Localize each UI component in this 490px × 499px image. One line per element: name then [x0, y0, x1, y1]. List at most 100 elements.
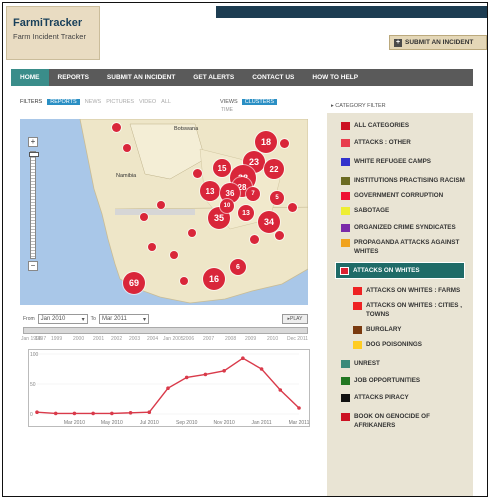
category-item[interactable]: ATTACKS : OTHER [327, 138, 473, 147]
timeline-year: 2001 [93, 336, 105, 342]
category-item[interactable]: BURGLARY [327, 325, 473, 334]
nav-reports[interactable]: REPORTS [57, 74, 89, 81]
incident-marker[interactable] [193, 169, 202, 178]
cluster-marker[interactable]: 15 [213, 159, 231, 177]
category-item[interactable]: UNREST [327, 359, 473, 368]
chart-y-tick-label: 0 [30, 412, 33, 418]
category-color-swatch [341, 138, 350, 147]
from-date-select[interactable]: Jan 2010 ▾ [37, 314, 88, 324]
chart-point [166, 386, 170, 390]
nav-contact-us[interactable]: CONTACT US [252, 74, 295, 81]
cluster-marker[interactable]: 6 [230, 259, 246, 275]
incident-marker[interactable] [170, 251, 178, 259]
cluster-marker[interactable]: 34 [258, 211, 280, 233]
zoom-thumb[interactable] [29, 152, 39, 157]
nav-home[interactable]: HOME [11, 69, 49, 86]
category-label: SABOTAGE [354, 207, 390, 214]
incident-marker[interactable] [157, 201, 165, 209]
filter-video[interactable]: VIDEO [139, 99, 157, 105]
incidents-chart: 0 50 100 Mar 2010 May 2010 Jul 2010 Sep 2010 No… [28, 349, 310, 427]
category-item[interactable]: INSTITUTIONS PRACTISING RACISM [327, 176, 473, 185]
incident-marker[interactable] [112, 123, 121, 132]
play-icon: ▸ [287, 316, 291, 322]
chart-point [147, 410, 152, 414]
cluster-marker[interactable]: 13 [238, 205, 254, 221]
category-item[interactable]: ATTACKS PIRACY [327, 393, 473, 402]
category-label: PROPAGANDA ATTACKS AGAINST WHITES [354, 239, 460, 255]
filter-reports[interactable]: REPORTS [47, 99, 80, 105]
cluster-marker[interactable]: 69 [123, 272, 145, 294]
cluster-marker[interactable]: 22 [264, 159, 284, 179]
category-item[interactable]: WHITE REFUGEE CAMPS [327, 157, 473, 166]
to-date-value: Mar 2011 [101, 316, 127, 322]
category-color-swatch [341, 223, 350, 232]
cluster-marker[interactable]: 36 [220, 183, 240, 203]
nav-how-to-help[interactable]: HOW TO HELP [312, 74, 359, 81]
category-item[interactable]: ALL CATEGORIES [327, 121, 473, 130]
category-label: DOG POISONINGS [366, 341, 422, 348]
zoom-in-button[interactable]: + [28, 137, 38, 147]
chart-point [53, 411, 58, 416]
category-label: UNREST [354, 360, 380, 367]
cluster-marker[interactable]: 7 [246, 187, 260, 201]
site-logo[interactable]: FarmiTracker Farm Incident Tracker [6, 6, 100, 60]
play-button[interactable]: ▸ PLAY [282, 314, 308, 324]
category-label: WHITE REFUGEE CAMPS [354, 158, 431, 165]
nav-get-alerts[interactable]: GET ALERTS [193, 74, 235, 81]
category-filter-header: ▸ CATEGORY FILTER [327, 99, 473, 113]
chart-x-tick-label: Jul 2010 [140, 420, 159, 426]
category-item[interactable]: ATTACKS ON WHITES : FARMS [327, 286, 473, 295]
category-item[interactable]: DOG POISONINGS [327, 340, 473, 349]
category-item[interactable]: ATTACKS ON WHITES : CITIES , TOWNS [327, 301, 473, 319]
category-label: ATTACKS ON WHITES : FARMS [366, 287, 461, 294]
category-item[interactable]: ORGANIZED CRIME SYNDICATES [327, 223, 473, 232]
chart-point [297, 406, 301, 410]
chart-point [184, 375, 189, 380]
incident-marker[interactable] [250, 235, 259, 244]
category-item[interactable]: JOB OPPORTUNITIES [327, 376, 473, 385]
chart-point [203, 372, 208, 377]
zoom-track[interactable] [29, 151, 39, 259]
incident-marker[interactable] [148, 243, 156, 251]
nav-submit-incident[interactable]: SUBMIT AN INCIDENT [106, 74, 176, 81]
filter-pictures[interactable]: PICTURES [106, 99, 135, 105]
category-color-swatch [353, 286, 362, 295]
filter-news[interactable]: NEWS [84, 99, 102, 105]
category-color-swatch [353, 340, 362, 349]
view-time[interactable]: TIME [221, 107, 233, 113]
incident-marker[interactable] [188, 229, 196, 237]
cluster-marker[interactable]: 13 [200, 181, 220, 201]
category-item[interactable]: SABOTAGE [327, 206, 473, 215]
incident-marker[interactable] [275, 231, 284, 240]
cluster-marker[interactable]: 5 [270, 191, 284, 205]
category-color-swatch [353, 301, 362, 310]
incident-map[interactable]: Botswana Namibia + − 18 23 22 15 38 28 1… [20, 119, 308, 305]
incident-marker[interactable] [288, 203, 297, 212]
chart-point [72, 411, 77, 416]
filter-all[interactable]: ALL [161, 99, 171, 105]
zoom-out-button[interactable]: − [28, 261, 38, 271]
timeline-year: 2007 [203, 336, 215, 342]
timeline-slider[interactable] [23, 327, 308, 334]
cluster-marker[interactable]: 16 [203, 268, 225, 290]
incident-marker[interactable] [140, 213, 148, 221]
timeline-year: 2006 [183, 336, 195, 342]
cluster-marker[interactable]: 18 [255, 131, 277, 153]
submit-incident-button[interactable]: + SUBMIT AN INCIDENT [389, 35, 487, 50]
timeline-year: Jan 1996 [21, 336, 42, 342]
category-item[interactable]: PROPAGANDA ATTACKS AGAINST WHITES [327, 238, 473, 256]
incident-marker[interactable] [123, 144, 131, 152]
category-item[interactable]: BOOK ON GENOCIDE OF AFRIKANERS [327, 412, 473, 430]
chart-point [91, 411, 95, 416]
from-label: From [23, 316, 35, 322]
to-date-select[interactable]: Mar 2011 ▾ [98, 314, 149, 324]
plus-icon: + [394, 38, 402, 47]
incident-marker[interactable] [180, 277, 188, 285]
category-item[interactable]: ATTACKS ON WHITES [335, 262, 465, 279]
timeline-year: 1999 [51, 336, 63, 342]
incident-marker[interactable] [280, 139, 289, 148]
view-clusters[interactable]: CLUSTERS [241, 99, 278, 105]
category-item[interactable]: GOVERNMENT CORRUPTION [327, 191, 473, 200]
site-title: FarmiTracker [13, 17, 83, 29]
cluster-marker[interactable]: 10 [220, 199, 234, 213]
